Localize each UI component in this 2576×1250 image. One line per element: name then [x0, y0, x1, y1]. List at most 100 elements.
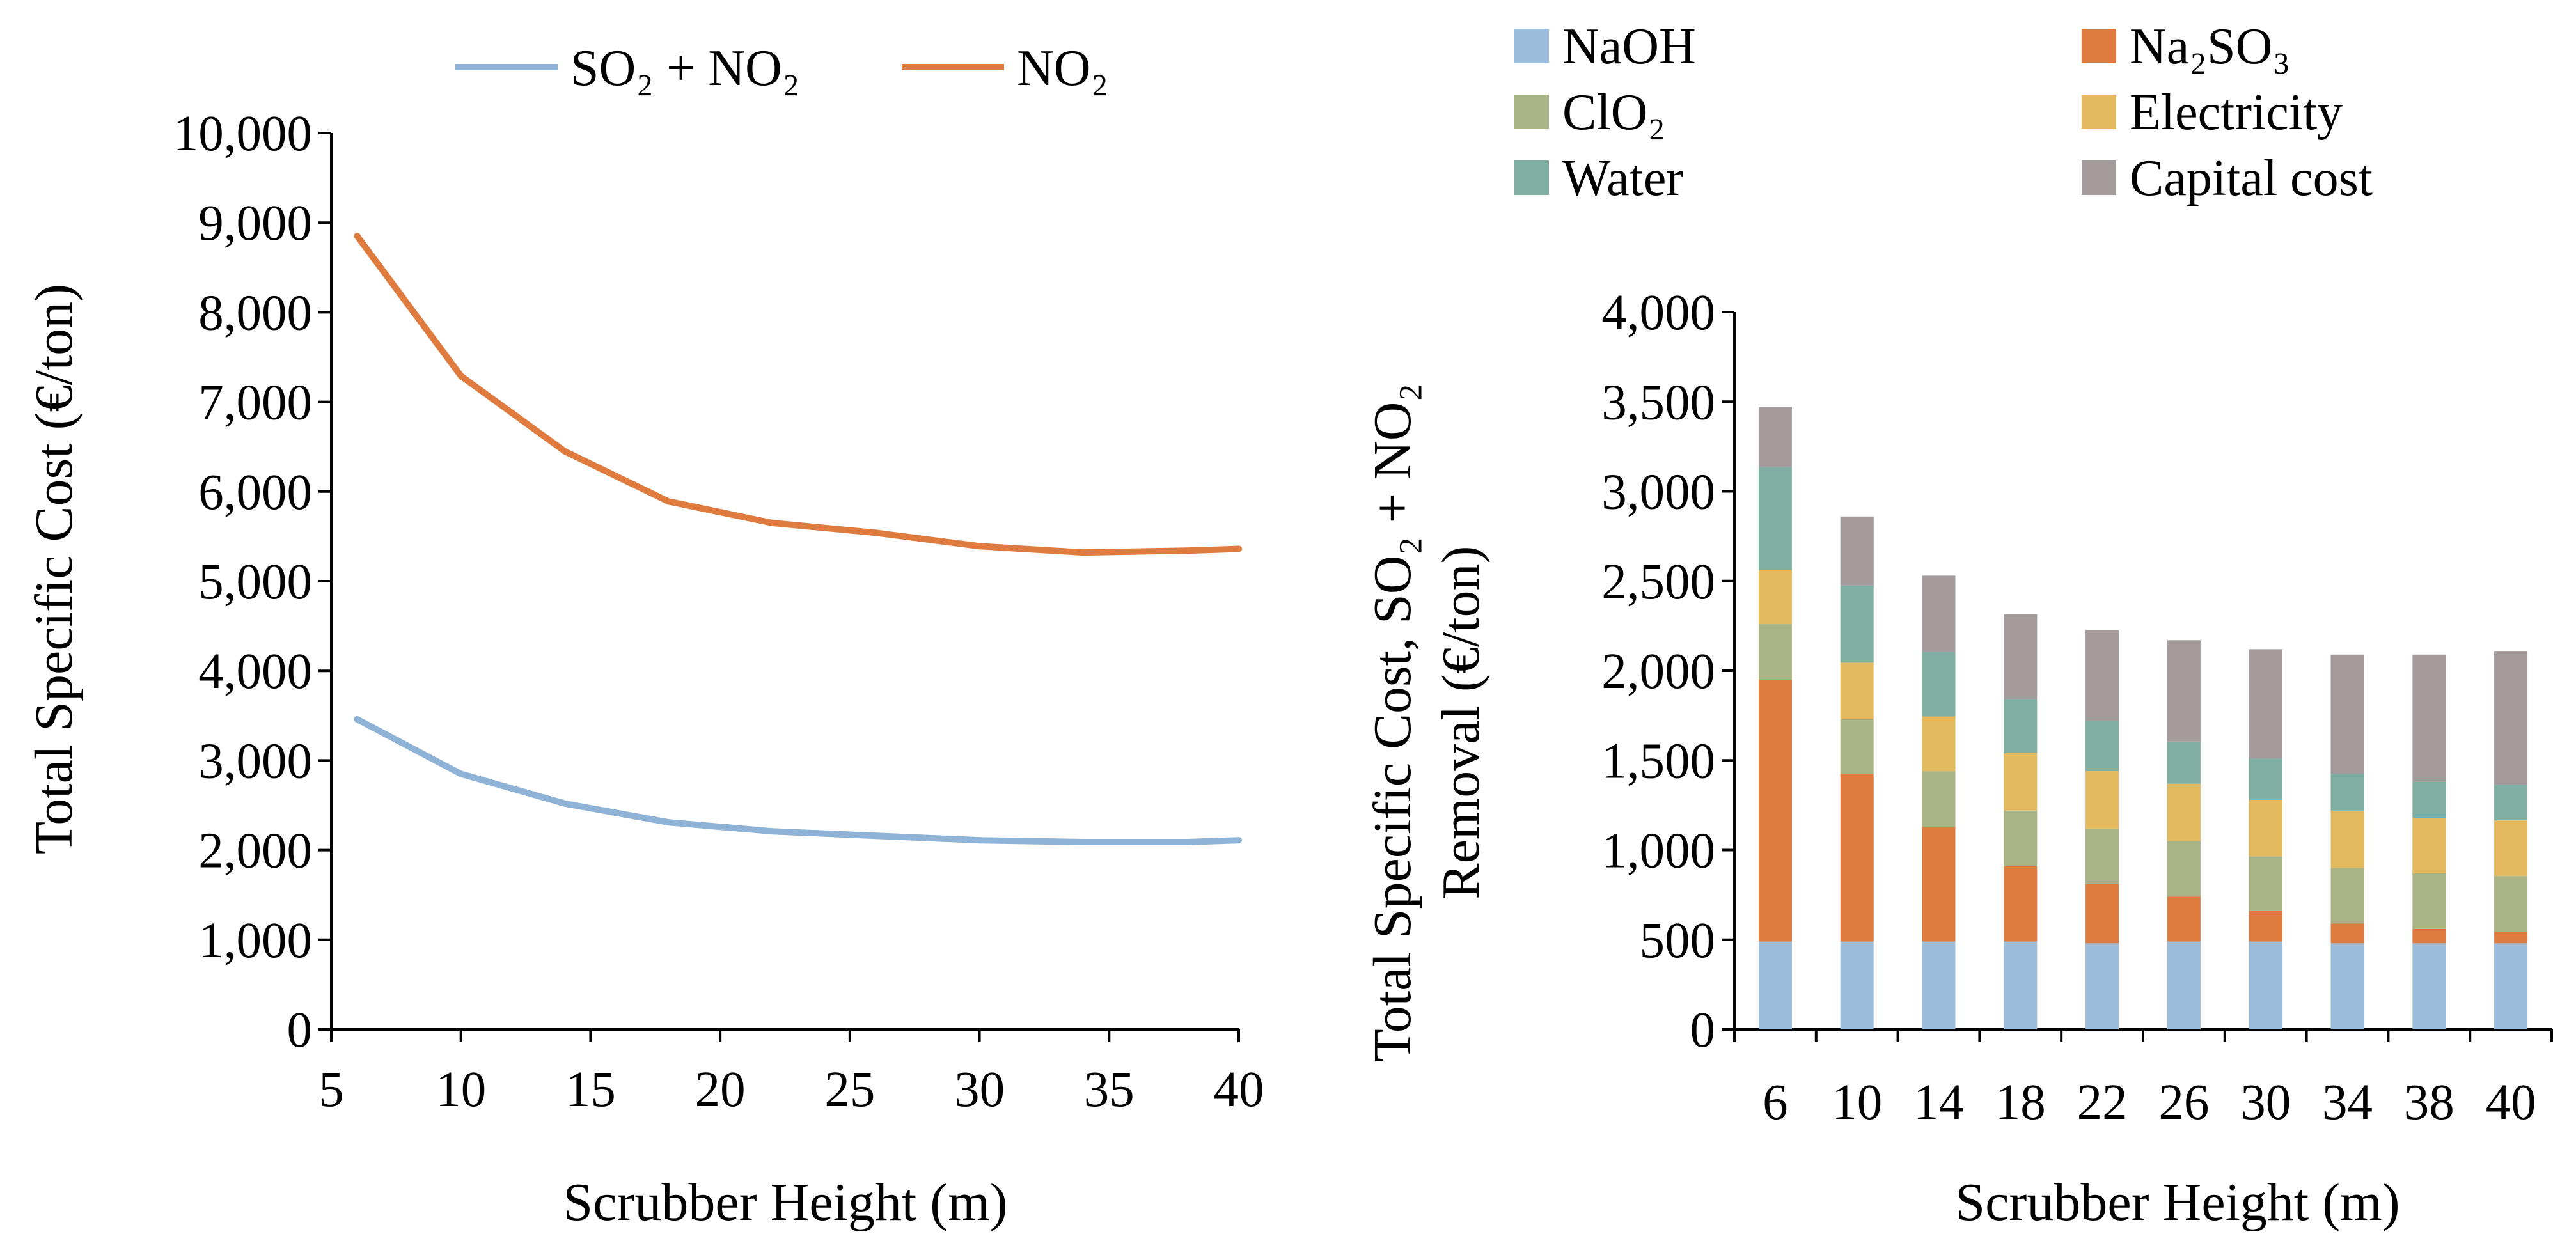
bar-segment-electricity	[2494, 820, 2528, 877]
bar-stack-10m	[1840, 516, 1874, 1029]
bar-segment-electricity	[2412, 818, 2446, 873]
line-data-point	[561, 448, 568, 455]
line-chart-x-tick-label: 5	[318, 1062, 344, 1118]
bar-segment-capital-cost	[2004, 614, 2038, 699]
bar-chart-x-tick-label: 10	[1832, 1075, 1882, 1130]
bar-segment-capital-cost	[2249, 649, 2282, 759]
bar-segment-na-so-	[2412, 928, 2446, 944]
legend-swatch	[2082, 160, 2116, 195]
bar-chart-x-tick-label: 40	[2486, 1075, 2536, 1130]
bar-chart-y-tick-label: 4,000	[1601, 285, 1715, 341]
line-chart-y-tick-label: 1,000	[198, 913, 312, 969]
line-data-point	[872, 832, 879, 840]
line-data-point	[1080, 838, 1087, 845]
bar-segment-na-so-	[2167, 896, 2201, 942]
legend-item-water: Water	[1514, 150, 1683, 207]
bar-chart-y-tick-label: 0	[1690, 1003, 1716, 1058]
bar-segment-na-so-	[1840, 774, 1874, 942]
line-data-point	[665, 498, 672, 505]
legend-label: SO₂ + NO₂	[570, 40, 800, 97]
line-chart-x-tick-label: 15	[565, 1062, 616, 1118]
line-chart-x-axis-label: Scrubber Height (m)	[563, 1173, 1007, 1232]
bar-segment-electricity	[1922, 716, 1956, 772]
bar-segment-clo-	[2330, 868, 2364, 924]
bar-stack-26m	[2167, 640, 2201, 1029]
line-chart: SO₂ + NO₂ NO₂ 0 1,000 2,000 3,000 4,000 5,000 6…	[24, 40, 1264, 1232]
line-chart-x-tick-label: 10	[436, 1062, 486, 1118]
legend-swatch	[2082, 95, 2116, 129]
line-chart-y-tick-label: 2,000	[198, 824, 312, 879]
bar-segment-clo-	[2412, 873, 2446, 929]
stacked-bar-chart: NaOH Na₂SO₃ ClO₂ Electricity Water Capital co…	[1363, 19, 2553, 1232]
bar-segment-naoh	[2004, 941, 2038, 1029]
bar-segment-water	[1758, 467, 1792, 570]
bar-chart-x-tick-label: 38	[2404, 1075, 2454, 1130]
legend-swatch	[1514, 95, 1549, 129]
bar-segment-na-so-	[2494, 932, 2528, 944]
line-data-point	[976, 543, 983, 550]
bar-segment-clo-	[2494, 876, 2528, 932]
bar-segment-electricity	[1758, 570, 1792, 625]
legend-item-electricity: Electricity	[2082, 84, 2343, 141]
line-data-point	[1183, 838, 1190, 845]
bar-segment-clo-	[2167, 841, 2201, 897]
legend-item-clo-: ClO₂	[1514, 84, 1665, 141]
bar-segment-water	[1840, 585, 1874, 663]
line-data-point	[769, 519, 776, 526]
bar-segment-capital-cost	[2494, 651, 2528, 785]
line-data-point	[872, 529, 879, 536]
line-data-point	[1236, 837, 1242, 844]
bar-segment-naoh	[1840, 941, 1874, 1029]
line-data-point	[1236, 545, 1242, 552]
bar-chart-axes: 0 500 1,000 1,500 2,000 2,500 3,000 3,500 4,000 6…	[1601, 285, 2553, 1130]
legend-label: Water	[1562, 150, 1683, 207]
bar-segment-naoh	[2330, 943, 2364, 1029]
bar-segment-electricity	[2167, 783, 2201, 841]
bar-segment-clo-	[1922, 771, 1956, 827]
bar-segment-capital-cost	[1922, 575, 1956, 652]
bar-segment-clo-	[2249, 856, 2282, 911]
bar-segment-water	[1922, 652, 1956, 717]
bar-chart-y-tick-label: 3,500	[1601, 375, 1715, 430]
bar-segment-water	[2249, 758, 2282, 800]
bar-segment-clo-	[1840, 719, 1874, 774]
bar-stack-14m	[1922, 575, 1956, 1029]
bar-chart-y-axis-label-line-1: Total Specific Cost, SO₂ + NO₂	[1363, 383, 1422, 1061]
line-chart-y-tick-label: 4,000	[198, 644, 312, 699]
bar-segment-naoh	[1758, 941, 1792, 1029]
bar-segment-na-so-	[2330, 923, 2364, 944]
line-data-point	[976, 837, 983, 844]
line-chart-y-tick-label: 0	[287, 1003, 313, 1058]
bar-segment-naoh	[2085, 943, 2119, 1029]
line-chart-legend: SO₂ + NO₂ NO₂	[455, 40, 1108, 97]
bar-segment-capital-cost	[2412, 654, 2446, 782]
line-data-point	[561, 800, 568, 807]
legend-label: ClO₂	[1562, 84, 1665, 141]
line-chart-y-tick-label: 6,000	[198, 465, 312, 520]
line-chart-y-tick-label: 7,000	[198, 375, 312, 431]
bar-chart-x-tick-label: 6	[1763, 1075, 1788, 1130]
legend-label: Na₂SO₃	[2130, 19, 2290, 75]
legend-label: Electricity	[2130, 84, 2343, 141]
bar-segment-electricity	[2330, 810, 2364, 868]
bar-stack-30m	[2249, 649, 2282, 1029]
bar-stack-18m	[2004, 614, 2038, 1029]
line-data-point	[457, 770, 464, 777]
line-chart-y-tick-label: 5,000	[198, 554, 312, 610]
line-chart-y-tick-label: 8,000	[198, 285, 312, 341]
bar-stack-38m	[2412, 654, 2446, 1029]
line-chart-x-tick-label: 20	[695, 1062, 746, 1118]
line-chart-y-tick-label: 9,000	[198, 196, 312, 251]
bar-chart-x-tick-label: 34	[2322, 1075, 2373, 1130]
bar-segment-water	[2167, 741, 2201, 784]
bar-segment-capital-cost	[2330, 654, 2364, 774]
line-data-point	[665, 819, 672, 826]
line-chart-y-axis-label: Total Specific Cost (€/ton)	[24, 284, 84, 854]
bar-segment-water	[2085, 721, 2119, 772]
bar-segment-na-so-	[2249, 910, 2282, 942]
bar-chart-x-tick-label: 14	[1913, 1075, 1964, 1130]
legend-item-na-so-: Na₂SO₃	[2082, 19, 2290, 75]
bar-chart-x-tick-label: 26	[2158, 1075, 2209, 1130]
bar-chart-x-tick-label: 22	[2077, 1075, 2128, 1130]
